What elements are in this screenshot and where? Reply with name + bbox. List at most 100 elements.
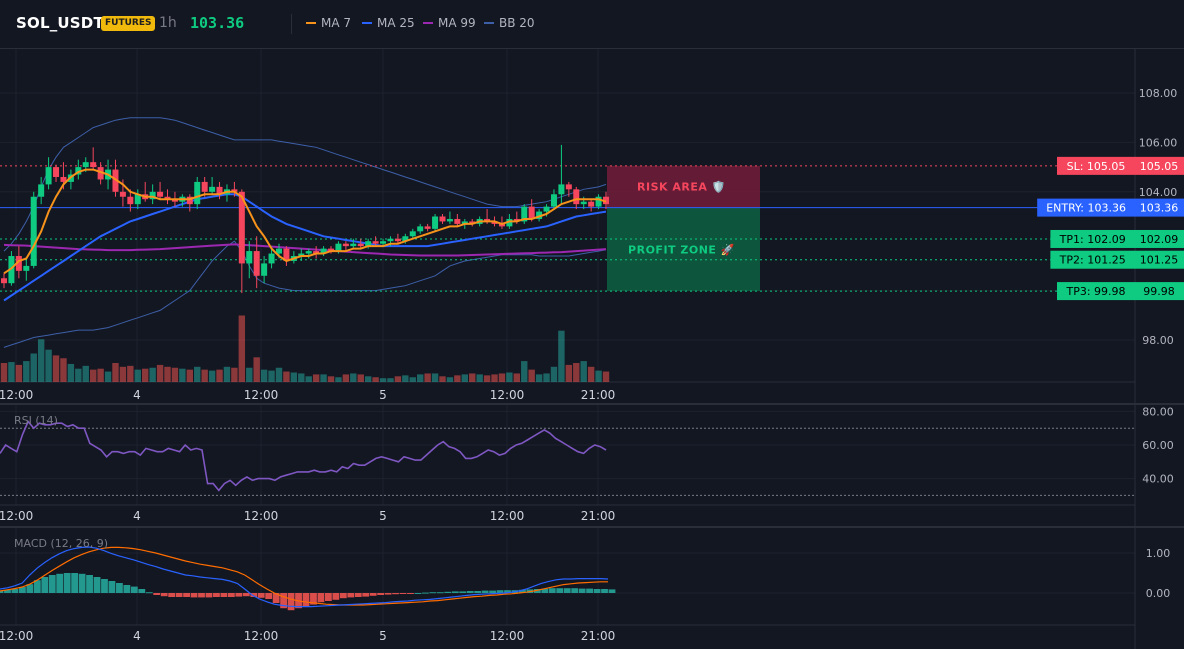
candle-body — [335, 243, 342, 252]
macd-histogram-bar — [123, 585, 131, 593]
volume-bar — [52, 355, 60, 382]
price-pane[interactable]: RISK AREA 🛡️ PROFIT ZONE 🚀 — [0, 117, 1135, 382]
legend-bb20-swatch — [484, 22, 494, 24]
volume-bar — [201, 369, 208, 382]
macd-histogram-bar — [71, 573, 79, 593]
risk-area-zone — [607, 165, 760, 208]
candle-body — [484, 218, 491, 222]
volume-bar — [521, 361, 528, 382]
time-axis-label: 12:00 — [490, 388, 525, 402]
macd-histogram-bar — [422, 592, 429, 594]
macd-histogram-bar — [481, 590, 489, 593]
macd-histogram-bar — [601, 589, 608, 593]
candle-body — [380, 241, 387, 244]
candle-body — [186, 196, 193, 205]
candle-body — [1, 278, 7, 284]
volume-bar — [513, 373, 521, 382]
macd-histogram-bar — [384, 593, 392, 595]
candle-body — [409, 231, 416, 237]
volume-bar — [75, 368, 82, 382]
macd-histogram-bar — [168, 593, 176, 597]
volume-bar — [156, 364, 164, 382]
candle-body — [357, 243, 364, 247]
volume-bar — [416, 374, 424, 382]
price-axis-label: 98.00 — [1142, 334, 1174, 347]
candle-body — [119, 191, 126, 197]
macd-histogram-bar — [205, 593, 213, 598]
tp2-tag-bg — [1050, 250, 1135, 269]
rsi-axis-label: 60.00 — [1142, 439, 1174, 452]
time-axis-label: 12:00 — [244, 388, 279, 402]
volume-bar — [357, 374, 364, 382]
macd-histogram-bar — [332, 593, 340, 600]
legend-ma25-swatch — [362, 22, 372, 24]
legend-ma99[interactable]: MA 99 — [423, 16, 476, 30]
macd-pane[interactable]: MACD (12, 26, 9) — [0, 537, 616, 611]
macd-histogram-bar — [48, 575, 56, 593]
candle-body — [320, 248, 327, 254]
sl-tag: SL: 105.05 — [1067, 160, 1126, 173]
candle-body — [595, 196, 602, 207]
macd-histogram-bar — [63, 573, 71, 593]
volume-bar — [246, 367, 253, 382]
macd-histogram-bar — [563, 588, 571, 593]
rsi-pane[interactable]: RSI (14) — [0, 414, 1135, 496]
entry-tag: ENTRY: 103.36 — [1046, 202, 1126, 215]
macd-histogram-bar — [116, 583, 123, 593]
volume-bar — [476, 374, 483, 382]
legend-ma99-swatch — [423, 22, 433, 24]
legend-ma25[interactable]: MA 25 — [362, 16, 415, 30]
macd-histogram-bar — [310, 593, 317, 605]
macd-histogram-bar — [280, 593, 288, 609]
volume-bar — [342, 374, 350, 382]
candle-body — [446, 218, 453, 222]
volume-bar — [238, 315, 246, 382]
tp1-tag: TP1: 102.09 — [1059, 233, 1126, 246]
time-axis-label: 12:00 — [490, 509, 525, 523]
candle-body — [350, 243, 357, 247]
candle-body — [491, 221, 498, 224]
legend-bb20[interactable]: BB 20 — [484, 16, 535, 30]
macd-axis-label: 0.00 — [1146, 587, 1171, 600]
volume-bar — [186, 369, 194, 382]
volume-bar — [364, 376, 372, 382]
price-axis-label: 104.00 — [1139, 186, 1178, 199]
symbol-name[interactable]: SOL_USDT — [16, 14, 104, 32]
volume-bar — [290, 372, 298, 382]
ma25-line — [3, 193, 607, 302]
candle-body — [313, 251, 320, 254]
macd-histogram-bar — [444, 591, 452, 593]
macd-histogram-bar — [145, 592, 153, 594]
volume-bar — [528, 369, 535, 382]
entry-price-tag-bg — [1135, 198, 1184, 217]
macd-histogram-bar — [362, 593, 370, 597]
volume-bar — [305, 376, 312, 382]
volume-bar — [558, 330, 565, 382]
candle-body — [134, 194, 141, 205]
time-axis-label: 5 — [379, 509, 387, 523]
tp2-price-tag-bg — [1135, 250, 1184, 269]
candle-body — [417, 226, 424, 232]
legend-ma7-label: MA 7 — [321, 16, 352, 30]
tp1-price-tag: 102.09 — [1140, 233, 1179, 246]
macd-histogram-bar — [220, 593, 228, 597]
macd-histogram-bar — [108, 581, 116, 593]
axis-labels: SL: 105.05 105.05 ENTRY: 103.36 103.36 TP1: … — [0, 87, 1184, 643]
volume-bar — [379, 378, 387, 382]
volume-bar — [97, 368, 104, 382]
candle-body — [82, 162, 89, 168]
price-axis-label: 106.00 — [1139, 136, 1178, 149]
legend-ma7[interactable]: MA 7 — [306, 16, 351, 30]
macd-histogram-bar — [11, 589, 19, 593]
candle-body — [558, 184, 565, 195]
volume-bar — [372, 377, 379, 382]
macd-histogram-bar — [4, 589, 11, 593]
candle-body — [157, 191, 164, 197]
time-axis-label: 4 — [133, 509, 141, 523]
volume-bar — [335, 377, 342, 382]
candle-body — [268, 253, 275, 264]
tp1-price-tag-bg — [1135, 229, 1184, 248]
candle-body — [580, 201, 587, 205]
interval-selector[interactable]: 1h — [159, 15, 177, 31]
chart-canvas[interactable]: RISK AREA 🛡️ PROFIT ZONE 🚀 RSI (14) MACD … — [0, 49, 1184, 649]
